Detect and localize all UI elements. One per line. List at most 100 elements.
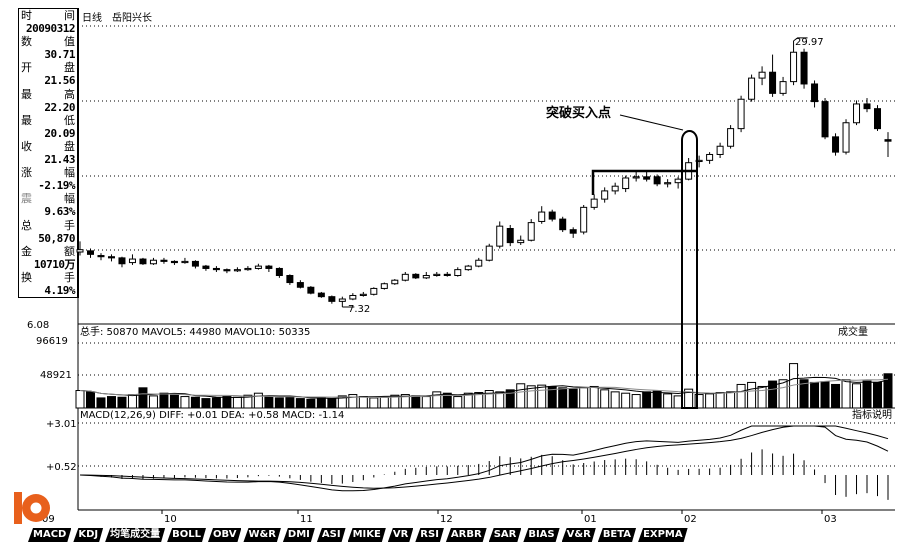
candle-down <box>275 267 283 277</box>
tab-expma-16[interactable]: EXPMA <box>638 528 688 542</box>
tab-arbr-11[interactable]: ARBR <box>446 528 487 542</box>
volume-bar <box>579 387 589 409</box>
tab-beta-15[interactable]: BETA <box>598 528 636 542</box>
tab-obv-4[interactable]: OBV <box>208 528 241 542</box>
tab-vr-14[interactable]: V&R <box>562 528 596 542</box>
candle-up <box>790 51 798 83</box>
volume-bar <box>306 398 316 409</box>
candle-down <box>443 273 451 277</box>
tab-bias-13[interactable]: BIAS <box>523 528 559 542</box>
tab-kdj-1[interactable]: KDJ <box>73 528 103 542</box>
macd-legend: MACD(12,26,9) DIFF: +0.01 DEA: +0.58 MAC… <box>80 410 344 421</box>
volume-legend: 总手: 50870 MAVOL5: 44980 MAVOL10: 50335 <box>80 325 310 338</box>
info-row: 震 幅 9.63% <box>21 193 75 218</box>
tab-mike-8[interactable]: MIKE <box>348 528 386 542</box>
breakout-annotation: 突破买入点 <box>546 105 698 409</box>
tab--2[interactable]: 均笔成交量 <box>105 528 165 542</box>
volume-bar <box>264 396 274 409</box>
volume-bar <box>694 394 704 409</box>
candle-up <box>758 71 766 79</box>
candle-up <box>391 279 399 285</box>
tab-vr-9[interactable]: VR <box>388 528 413 542</box>
candle-down <box>884 139 892 142</box>
quote-info-panel: 时间 20090312 数值 30.71 开盘 21.56 最高 22.20 最低 20.09 收盘… <box>18 8 79 298</box>
volume-bar <box>316 397 326 409</box>
tab-wr-5[interactable]: W&R <box>243 528 280 542</box>
info-value: 9.63% <box>44 205 75 219</box>
info-label: 盘 <box>64 140 75 153</box>
info-row: 金 额 10710万 <box>21 244 76 271</box>
price-bottom-label: 6.08 <box>27 320 49 331</box>
volume-bar <box>862 380 872 409</box>
info-label: 手 <box>64 271 75 284</box>
volume-bar <box>600 389 610 409</box>
candle-down <box>653 176 661 185</box>
candle-down <box>328 296 336 302</box>
candle-up <box>233 269 241 272</box>
candle-up <box>706 153 714 161</box>
info-value: 10710万 <box>33 257 76 271</box>
candles <box>76 37 892 308</box>
info-row: 换 手 4.19% <box>21 272 75 297</box>
candle-down <box>170 260 178 264</box>
volume-bar <box>642 391 652 409</box>
x-tick-label: 12 <box>440 514 453 525</box>
info-row: 开 盘 21.56 <box>21 62 75 87</box>
tab-asi-7[interactable]: ASI <box>317 528 346 542</box>
candle-up <box>254 265 262 269</box>
info-label: 手 <box>64 218 75 232</box>
tab-macd-0[interactable]: MACD <box>28 528 71 542</box>
candle-down <box>139 258 147 265</box>
volume-title: 成交量 <box>838 325 868 338</box>
info-label: 开 <box>21 61 32 75</box>
indicator-tabs: MACD KDJ 均笔成交量 BOLL OBV W&R DMI ASI MIKE VR RSI ARB… <box>28 528 688 542</box>
volume-bar <box>211 397 221 409</box>
candle-up <box>359 293 367 296</box>
volume-bar <box>631 394 641 409</box>
volume-bar <box>883 373 893 409</box>
macd-tick-top: +3.01 <box>46 419 77 430</box>
candle-up <box>128 258 136 264</box>
tab-dmi-6[interactable]: DMI <box>283 528 315 542</box>
info-label: 金 <box>21 244 32 258</box>
candle-up <box>853 103 861 124</box>
candle-down <box>811 83 819 103</box>
volume-bar <box>442 392 452 409</box>
info-value: 30.71 <box>44 48 75 62</box>
candle-down <box>559 218 567 231</box>
tab-sar-12[interactable]: SAR <box>489 528 522 542</box>
x-tick-label: 11 <box>300 514 313 525</box>
macd-title: 指标说明 <box>852 408 892 421</box>
candle-up <box>716 145 724 155</box>
candle-down <box>643 176 651 180</box>
volume-bar <box>610 391 620 409</box>
candle-up <box>349 294 357 300</box>
volume-bar <box>274 397 284 409</box>
candle-up <box>454 269 462 277</box>
info-label: 盘 <box>64 61 75 75</box>
candle-up <box>464 265 472 271</box>
candle-up <box>590 198 598 208</box>
volume-bar <box>400 394 410 409</box>
info-value: 20.09 <box>44 126 75 140</box>
candle-down <box>800 51 808 85</box>
candle-up <box>422 275 430 279</box>
volume-bar <box>148 395 158 409</box>
candle-up <box>601 190 609 200</box>
period-label: 日线 <box>82 11 102 24</box>
candle-up <box>475 259 483 267</box>
candle-down <box>832 136 840 153</box>
breakout-label: 突破买入点 <box>546 105 611 121</box>
candle-up <box>674 178 682 184</box>
volume-tick-max: 96619 <box>36 336 68 347</box>
volume-bar <box>810 381 820 409</box>
candle-down <box>202 265 210 269</box>
tab-rsi-10[interactable]: RSI <box>415 528 444 542</box>
candle-up <box>727 128 735 147</box>
candle-down <box>86 250 94 255</box>
candle-down <box>265 265 273 269</box>
tab-boll-3[interactable]: BOLL <box>167 528 206 542</box>
macd-tick-mid: +0.52 <box>46 462 77 473</box>
candle-down <box>307 286 315 294</box>
